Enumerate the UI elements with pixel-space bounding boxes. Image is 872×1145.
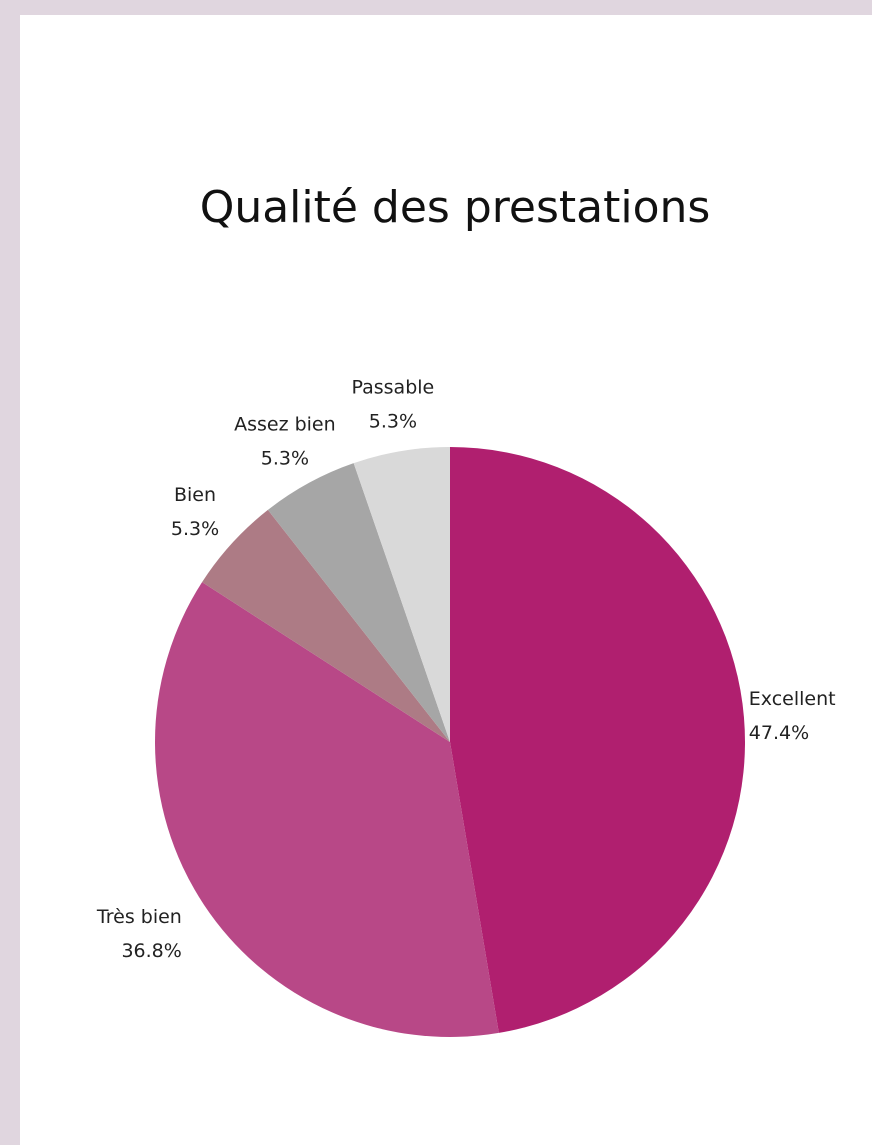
- pie-slice: [450, 447, 746, 1033]
- slice-label: Très bien: [96, 906, 182, 928]
- pie-slice: [154, 582, 499, 1037]
- chart-title: Qualité des prestations: [200, 182, 711, 233]
- slice-value-label: 5.3%: [171, 518, 219, 540]
- slice-label: Passable: [352, 376, 435, 398]
- pie-slice: [353, 447, 450, 742]
- pie-slice: [267, 463, 450, 742]
- slice-value-label: 5.3%: [261, 448, 309, 470]
- slice-label: Bien: [174, 484, 216, 506]
- slice-label: Assez bien: [234, 414, 336, 436]
- slice-value-label: 47.4%: [749, 722, 809, 744]
- slice-value-label: 5.3%: [369, 410, 417, 432]
- pie-slice: [202, 509, 450, 742]
- slice-label: Excellent: [749, 688, 836, 710]
- slice-value-label: 36.8%: [121, 940, 181, 962]
